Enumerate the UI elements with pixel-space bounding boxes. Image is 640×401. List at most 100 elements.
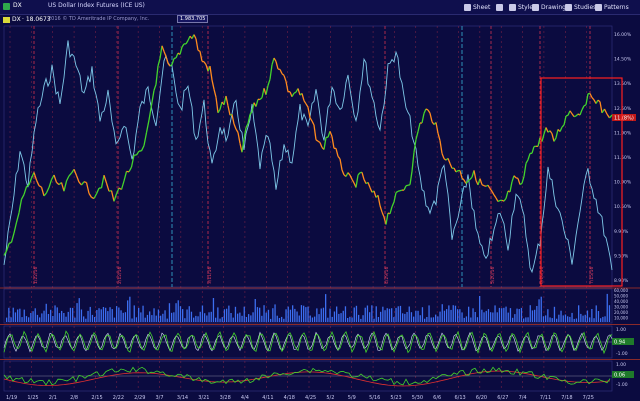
volume-bar [116,306,118,322]
volume-bar [461,312,463,322]
volume-bar [182,309,184,322]
price-series-segment [527,153,531,160]
price-series-segment [411,152,415,172]
price-series-segment [105,182,110,192]
price-series-segment [193,34,197,40]
price-series-segment [85,182,90,194]
volume-bar [91,314,94,322]
volume-bar [309,315,311,322]
volume-bar [329,308,331,322]
volume-bar [34,308,36,322]
date-tick-label: 4/4 [241,395,249,401]
volume-bar [463,317,465,322]
price-series-segment [80,181,85,186]
price-series-segment [175,52,179,59]
volume-bar [67,311,69,322]
date-tick-label: 2/29 [134,395,145,401]
price-series-segment [309,117,313,122]
price-series-segment [335,148,339,157]
price-series-segment [281,73,285,76]
volume-tick-label: 10,000 [614,316,628,321]
price-series-segment [215,97,219,113]
volume-bar [8,307,10,322]
price-series-segment [339,158,343,171]
volume-bar [430,317,432,322]
volume-bar [250,315,252,322]
volume-bar [534,309,536,322]
date-tick-label: 3/28 [220,395,231,401]
volume-bar [450,309,452,322]
price-series-segment [355,174,359,188]
volume-bar [45,303,47,322]
price-series-segment [489,188,493,192]
style-button[interactable]: Style [507,2,535,12]
volume-bar [316,308,318,322]
price-series-segment [459,170,463,179]
sheet-button[interactable]: Sheet [462,2,492,12]
price-series-segment [337,155,341,160]
price-series-segment [243,127,247,140]
price-series-segment [5,243,10,252]
volume-bar [373,318,375,322]
volume-bar [342,310,344,322]
price-series-segment [397,190,401,192]
price-series-segment [357,172,361,176]
volume-bar [54,305,56,322]
volume-bar [19,308,21,322]
price-series-segment [103,175,108,184]
date-tick-label: 7/11 [540,395,551,401]
price-series-segment [509,181,513,193]
volume-bar [113,317,116,322]
volume-bar [520,307,523,322]
volume-bar [426,317,428,322]
studies-button[interactable]: Studies [563,2,598,12]
volume-bar [410,312,413,322]
price-series-segment [597,99,601,103]
price-series-segment [349,174,353,180]
volume-bar [476,317,479,322]
price-series-segment [28,177,33,186]
symbol-input[interactable]: DX [13,2,22,9]
volume-bar [472,308,474,322]
price-series-segment [569,110,573,115]
volume-bar [604,316,606,322]
volume-bar [443,310,446,322]
volume-bar [270,318,272,322]
price-series-segment [429,112,433,122]
price-series-segment [95,187,100,195]
last-price-tag-bg [612,114,636,121]
zoom-button[interactable] [494,2,505,12]
volume-bar [265,312,267,322]
volume-bar [496,312,498,322]
price-series-segment [203,61,207,65]
volume-bar [219,318,221,322]
volume-bar [111,309,113,322]
volume-bar [567,316,569,322]
volume-bar [263,305,265,322]
price-series-segment [521,176,525,184]
volume-bar [89,306,91,322]
volume-bar [406,312,408,322]
price-series-segment [18,199,23,214]
volume-tick-label: 50,000 [614,294,628,299]
price-series-segment [317,140,321,144]
price-series-segment [341,169,345,176]
price-series-segment [289,91,293,97]
date-tick-label: 1/25 [27,395,38,401]
price-tick-label: 11.50% [614,155,632,161]
volume-bar [562,315,564,322]
volume-bar [142,305,144,322]
volume-bar [454,305,457,322]
osc1-line [3,330,613,355]
price-series-main [3,34,613,256]
volume-bar [516,308,518,322]
drawings-button[interactable]: Drawings [530,2,571,12]
date-tick-label: 4/25 [305,395,316,401]
volume-bar [221,317,223,322]
price-series-segment [285,81,289,92]
date-tick-label: 6/13 [455,395,466,401]
volume-bar [362,315,364,322]
patterns-button[interactable]: Patterns [593,2,631,12]
